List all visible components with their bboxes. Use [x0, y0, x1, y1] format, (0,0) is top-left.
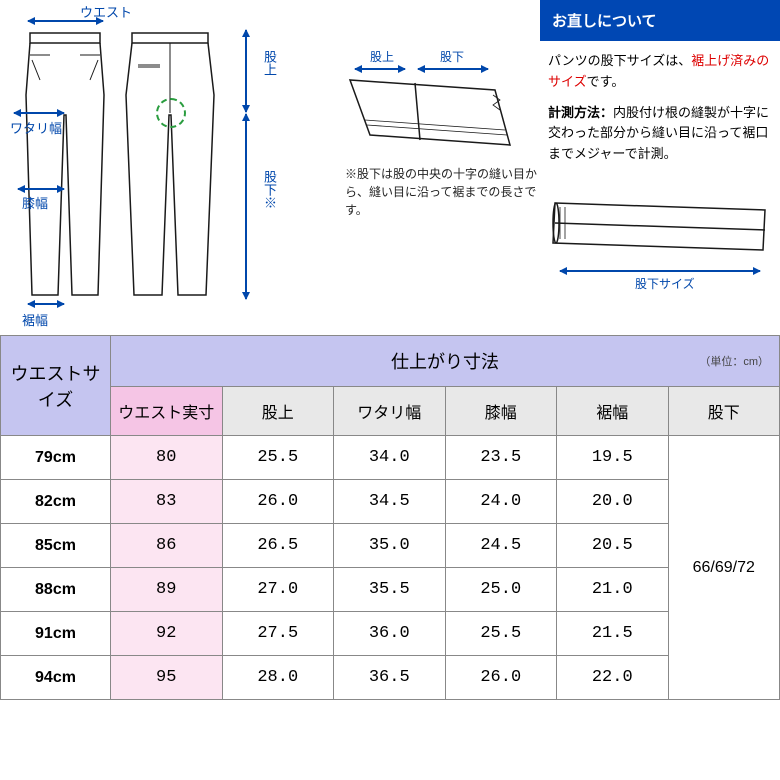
crotch-circle-icon	[156, 98, 186, 128]
cell-actual: 95	[111, 656, 223, 700]
cell-watari: 34.5	[334, 480, 446, 524]
label-waist: ウエスト	[80, 2, 132, 21]
table-body: 79cm 80 25.5 34.0 23.5 19.5 66/69/72 82c…	[1, 436, 780, 700]
cell-hem: 22.0	[557, 656, 669, 700]
arrow-knee	[18, 188, 64, 190]
arrow-inseam-size	[560, 270, 760, 272]
cell-size: 94cm	[1, 656, 111, 700]
info-line2: 計測方法：内股付け根の縫製が十字に交わった部分から縫い目に沿って裾口までメジャー…	[548, 103, 772, 165]
cell-actual: 89	[111, 568, 223, 612]
pants-front-svg	[20, 25, 110, 305]
cell-rise: 27.5	[222, 612, 334, 656]
info-line1-c: です。	[587, 74, 625, 89]
hem-svg	[545, 195, 775, 265]
label-inseam-small: 股下	[440, 48, 464, 65]
info-body: パンツの股下サイズは、裾上げ済みのサイズです。 計測方法：内股付け根の縫製が十字…	[540, 41, 780, 185]
th-finish-text: 仕上がり寸法	[391, 352, 499, 372]
arrow-waist	[28, 20, 103, 22]
th-waist-size: ウエストサイズ	[1, 336, 111, 436]
cell-watari: 35.0	[334, 524, 446, 568]
pants-back-svg	[120, 25, 220, 305]
cell-actual: 86	[111, 524, 223, 568]
cell-hem: 21.0	[557, 568, 669, 612]
cell-inseam: 66/69/72	[668, 436, 780, 700]
table-row: 79cm 80 25.5 34.0 23.5 19.5 66/69/72	[1, 436, 780, 480]
arrow-detail-inseam	[418, 68, 488, 70]
cell-knee: 24.0	[445, 480, 557, 524]
arrow-watari	[14, 112, 64, 114]
label-inseam: 股下※	[260, 170, 279, 209]
info-header: お直しについて	[540, 0, 780, 41]
inseam-note: ※股下は股の中央の十字の縫い目から、縫い目に沿って裾までの長さです。	[345, 165, 540, 219]
cell-hem: 20.0	[557, 480, 669, 524]
th-inseam: 股下	[668, 387, 780, 436]
label-knee: 膝幅	[22, 193, 48, 212]
label-rise-small: 股上	[370, 48, 394, 65]
cell-watari: 36.0	[334, 612, 446, 656]
top-section: ウエスト ワタリ幅 膝幅 裾幅 股上 股下※ 股上 股下 ※股下は股の中央の十字…	[0, 0, 780, 335]
th-knee: 膝幅	[445, 387, 557, 436]
th-hem: 裾幅	[557, 387, 669, 436]
cell-size: 82cm	[1, 480, 111, 524]
th-rise: 股上	[222, 387, 334, 436]
table-row: 94cm 95 28.0 36.5 26.0 22.0	[1, 656, 780, 700]
cell-hem: 21.5	[557, 612, 669, 656]
cell-knee: 25.0	[445, 568, 557, 612]
cell-watari: 34.0	[334, 436, 446, 480]
cell-size: 88cm	[1, 568, 111, 612]
cell-actual: 92	[111, 612, 223, 656]
cell-knee: 25.5	[445, 612, 557, 656]
arrow-detail-rise	[355, 68, 405, 70]
cell-rise: 26.0	[222, 480, 334, 524]
pants-diagram-area: ウエスト ワタリ幅 膝幅 裾幅 股上 股下※	[0, 0, 340, 335]
cell-hem: 20.5	[557, 524, 669, 568]
arrow-hem	[28, 303, 64, 305]
label-rise: 股上	[260, 50, 279, 76]
table-row: 82cm 83 26.0 34.5 24.0 20.0	[1, 480, 780, 524]
cell-knee: 23.5	[445, 436, 557, 480]
table-row: 91cm 92 27.5 36.0 25.5 21.5	[1, 612, 780, 656]
th-waist-actual: ウエスト実寸	[111, 387, 223, 436]
unit-label: （単位：cm）	[699, 353, 769, 369]
table-row: 88cm 89 27.0 35.5 25.0 21.0	[1, 568, 780, 612]
info-line2-label: 計測方法：	[548, 105, 613, 120]
table-row: 85cm 86 26.5 35.0 24.5 20.5	[1, 524, 780, 568]
cell-rise: 28.0	[222, 656, 334, 700]
label-hem: 裾幅	[22, 310, 48, 329]
waist-detail-svg	[345, 75, 515, 155]
arrow-inseam	[245, 114, 247, 299]
cell-rise: 27.0	[222, 568, 334, 612]
info-line1-a: パンツの股下サイズは、	[548, 53, 691, 68]
cell-actual: 83	[111, 480, 223, 524]
cell-knee: 24.5	[445, 524, 557, 568]
cell-hem: 19.5	[557, 436, 669, 480]
cell-rise: 26.5	[222, 524, 334, 568]
th-finish: 仕上がり寸法 （単位：cm）	[111, 336, 780, 387]
hem-diagram: 股下サイズ	[540, 195, 780, 295]
label-inseam-size: 股下サイズ	[635, 275, 695, 292]
detail-diagram-area: 股上 股下 ※股下は股の中央の十字の縫い目から、縫い目に沿って裾までの長さです。	[340, 0, 540, 335]
label-watari: ワタリ幅	[10, 118, 62, 137]
size-table: ウエストサイズ 仕上がり寸法 （単位：cm） ウエスト実寸 股上 ワタリ幅 膝幅…	[0, 335, 780, 700]
cell-rise: 25.5	[222, 436, 334, 480]
cell-size: 85cm	[1, 524, 111, 568]
cell-knee: 26.0	[445, 656, 557, 700]
info-line1: パンツの股下サイズは、裾上げ済みのサイズです。	[548, 51, 772, 93]
cell-size: 79cm	[1, 436, 111, 480]
info-area: お直しについて パンツの股下サイズは、裾上げ済みのサイズです。 計測方法：内股付…	[540, 0, 780, 335]
cell-size: 91cm	[1, 612, 111, 656]
cell-watari: 35.5	[334, 568, 446, 612]
arrow-rise	[245, 30, 247, 112]
th-watari: ワタリ幅	[334, 387, 446, 436]
cell-actual: 80	[111, 436, 223, 480]
cell-watari: 36.5	[334, 656, 446, 700]
